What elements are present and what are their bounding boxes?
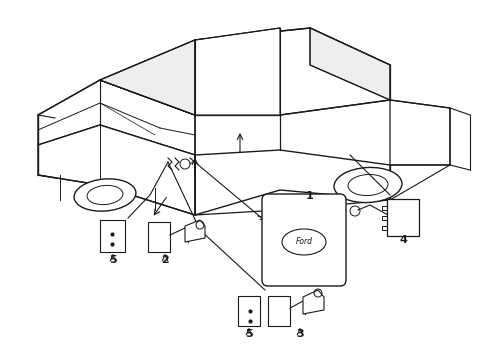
Polygon shape bbox=[238, 296, 260, 326]
Polygon shape bbox=[268, 296, 290, 326]
Polygon shape bbox=[100, 220, 125, 252]
FancyBboxPatch shape bbox=[262, 194, 346, 286]
Polygon shape bbox=[390, 100, 450, 165]
Text: 4: 4 bbox=[399, 235, 407, 245]
Polygon shape bbox=[100, 40, 195, 115]
Polygon shape bbox=[100, 28, 390, 115]
Text: 5: 5 bbox=[245, 329, 253, 339]
Polygon shape bbox=[310, 28, 390, 100]
Text: 1: 1 bbox=[306, 191, 314, 201]
Polygon shape bbox=[195, 28, 280, 115]
Polygon shape bbox=[185, 220, 205, 242]
Polygon shape bbox=[195, 150, 390, 215]
Polygon shape bbox=[38, 80, 195, 155]
Ellipse shape bbox=[334, 167, 402, 203]
Text: 5: 5 bbox=[109, 255, 117, 265]
Text: 2: 2 bbox=[161, 255, 169, 265]
Ellipse shape bbox=[74, 179, 136, 211]
Polygon shape bbox=[148, 222, 170, 252]
Text: 3: 3 bbox=[296, 329, 304, 339]
Text: Ford: Ford bbox=[295, 238, 313, 247]
FancyBboxPatch shape bbox=[387, 199, 419, 236]
Polygon shape bbox=[303, 290, 324, 314]
Polygon shape bbox=[38, 125, 195, 215]
